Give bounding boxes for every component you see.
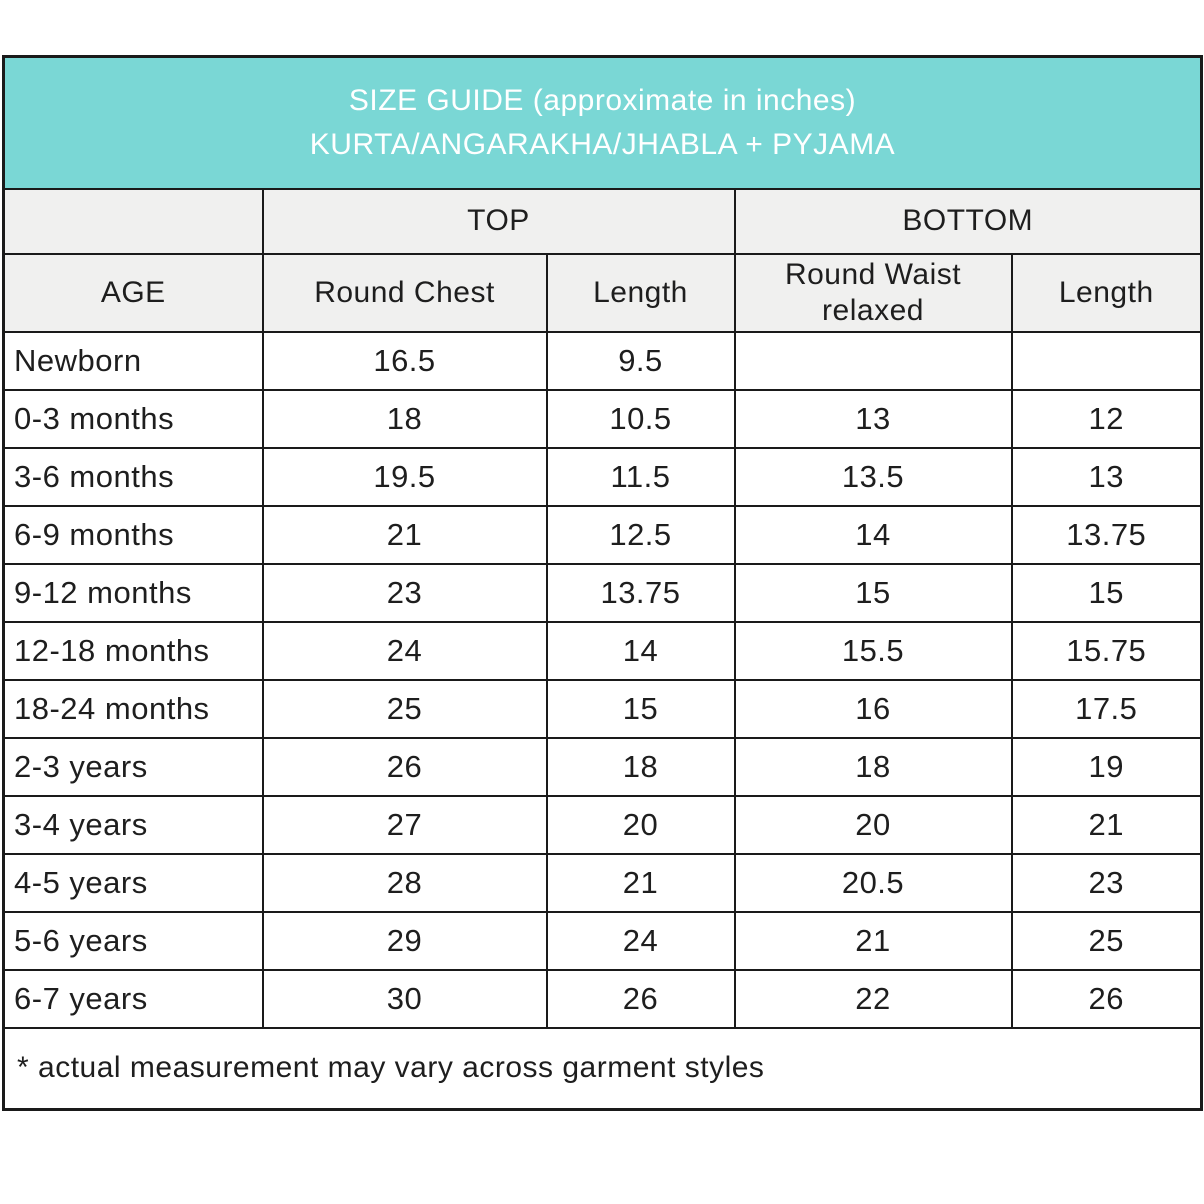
cell-age: 5-6 years — [2, 910, 264, 971]
cell-age: 9-12 months — [2, 562, 264, 623]
table-row: 6-9 months 21 12.5 14 13.75 — [2, 504, 1203, 565]
column-header-round-waist: Round Waist relaxed — [733, 252, 1013, 333]
cell-age: 0-3 months — [2, 388, 264, 449]
cell-value: 25 — [261, 678, 548, 739]
cell-value: 20 — [733, 794, 1013, 855]
cell-value: 10.5 — [545, 388, 736, 449]
cell-value: 21 — [733, 910, 1013, 971]
cell-value — [1010, 330, 1203, 391]
table-title: SIZE GUIDE (approximate in inches) KURTA… — [2, 55, 1203, 190]
footnote-row: * actual measurement may vary across gar… — [2, 1026, 1203, 1111]
title-line-1: SIZE GUIDE (approximate in inches) — [348, 83, 857, 117]
cell-value: 11.5 — [545, 446, 736, 507]
column-header-bottom-length: Length — [1010, 252, 1203, 333]
group-header-top: TOP — [261, 187, 736, 255]
cell-age: 6-9 months — [2, 504, 264, 565]
cell-value: 23 — [261, 562, 548, 623]
title-row: SIZE GUIDE (approximate in inches) KURTA… — [2, 55, 1203, 190]
cell-value — [733, 330, 1013, 391]
cell-value: 26 — [261, 736, 548, 797]
cell-value: 28 — [261, 852, 548, 913]
cell-value: 20.5 — [733, 852, 1013, 913]
cell-value: 14 — [733, 504, 1013, 565]
column-header-top-length: Length — [545, 252, 736, 333]
cell-value: 19 — [1010, 736, 1203, 797]
cell-age: 6-7 years — [2, 968, 264, 1029]
cell-value: 20 — [545, 794, 736, 855]
cell-value: 15 — [1010, 562, 1203, 623]
cell-value: 13.75 — [1010, 504, 1203, 565]
cell-value: 22 — [733, 968, 1013, 1029]
table-row: 2-3 years 26 18 18 19 — [2, 736, 1203, 797]
table-row: 0-3 months 18 10.5 13 12 — [2, 388, 1203, 449]
column-header-row: AGE Round Chest Length Round Waist relax… — [2, 252, 1203, 333]
size-guide-table: SIZE GUIDE (approximate in inches) KURTA… — [2, 55, 1204, 1111]
group-header-row: TOP BOTTOM — [2, 187, 1203, 255]
cell-value: 26 — [1010, 968, 1203, 1029]
cell-age: Newborn — [2, 330, 264, 391]
cell-value: 15 — [733, 562, 1013, 623]
cell-value: 18 — [261, 388, 548, 449]
cell-value: 23 — [1010, 852, 1203, 913]
cell-value: 24 — [545, 910, 736, 971]
table-row: 3-4 years 27 20 20 21 — [2, 794, 1203, 855]
table-row: 4-5 years 28 21 20.5 23 — [2, 852, 1203, 913]
cell-age: 18-24 months — [2, 678, 264, 739]
group-header-bottom: BOTTOM — [733, 187, 1203, 255]
page: SIZE GUIDE (approximate in inches) KURTA… — [2, 55, 1204, 1111]
cell-age: 4-5 years — [2, 852, 264, 913]
title-line-2: KURTA/ANGARAKHA/JHABLA + PYJAMA — [309, 127, 896, 161]
cell-value: 15.5 — [733, 620, 1013, 681]
footnote: * actual measurement may vary across gar… — [2, 1026, 1203, 1111]
cell-value: 13.75 — [545, 562, 736, 623]
cell-value: 16.5 — [261, 330, 548, 391]
cell-value: 12.5 — [545, 504, 736, 565]
cell-value: 24 — [261, 620, 548, 681]
cell-value: 26 — [545, 968, 736, 1029]
cell-value: 15.75 — [1010, 620, 1203, 681]
cell-age: 2-3 years — [2, 736, 264, 797]
table-row: 6-7 years 30 26 22 26 — [2, 968, 1203, 1029]
cell-age: 3-6 months — [2, 446, 264, 507]
cell-value: 14 — [545, 620, 736, 681]
cell-value: 9.5 — [545, 330, 736, 391]
cell-age: 3-4 years — [2, 794, 264, 855]
table-row: 18-24 months 25 15 16 17.5 — [2, 678, 1203, 739]
table-row: 3-6 months 19.5 11.5 13.5 13 — [2, 446, 1203, 507]
cell-value: 17.5 — [1010, 678, 1203, 739]
cell-value: 19.5 — [261, 446, 548, 507]
table-row: 5-6 years 29 24 21 25 — [2, 910, 1203, 971]
column-header-round-chest: Round Chest — [261, 252, 548, 333]
cell-age: 12-18 months — [2, 620, 264, 681]
group-header-empty — [2, 187, 264, 255]
table-row: 9-12 months 23 13.75 15 15 — [2, 562, 1203, 623]
cell-value: 29 — [261, 910, 548, 971]
cell-value: 13 — [1010, 446, 1203, 507]
cell-value: 12 — [1010, 388, 1203, 449]
cell-value: 21 — [261, 504, 548, 565]
cell-value: 13 — [733, 388, 1013, 449]
cell-value: 27 — [261, 794, 548, 855]
cell-value: 18 — [545, 736, 736, 797]
column-header-age: AGE — [2, 252, 264, 333]
cell-value: 15 — [545, 678, 736, 739]
cell-value: 21 — [1010, 794, 1203, 855]
cell-value: 30 — [261, 968, 548, 1029]
cell-value: 18 — [733, 736, 1013, 797]
cell-value: 21 — [545, 852, 736, 913]
cell-value: 13.5 — [733, 446, 1013, 507]
table-row: Newborn 16.5 9.5 — [2, 330, 1203, 391]
cell-value: 25 — [1010, 910, 1203, 971]
cell-value: 16 — [733, 678, 1013, 739]
table-row: 12-18 months 24 14 15.5 15.75 — [2, 620, 1203, 681]
